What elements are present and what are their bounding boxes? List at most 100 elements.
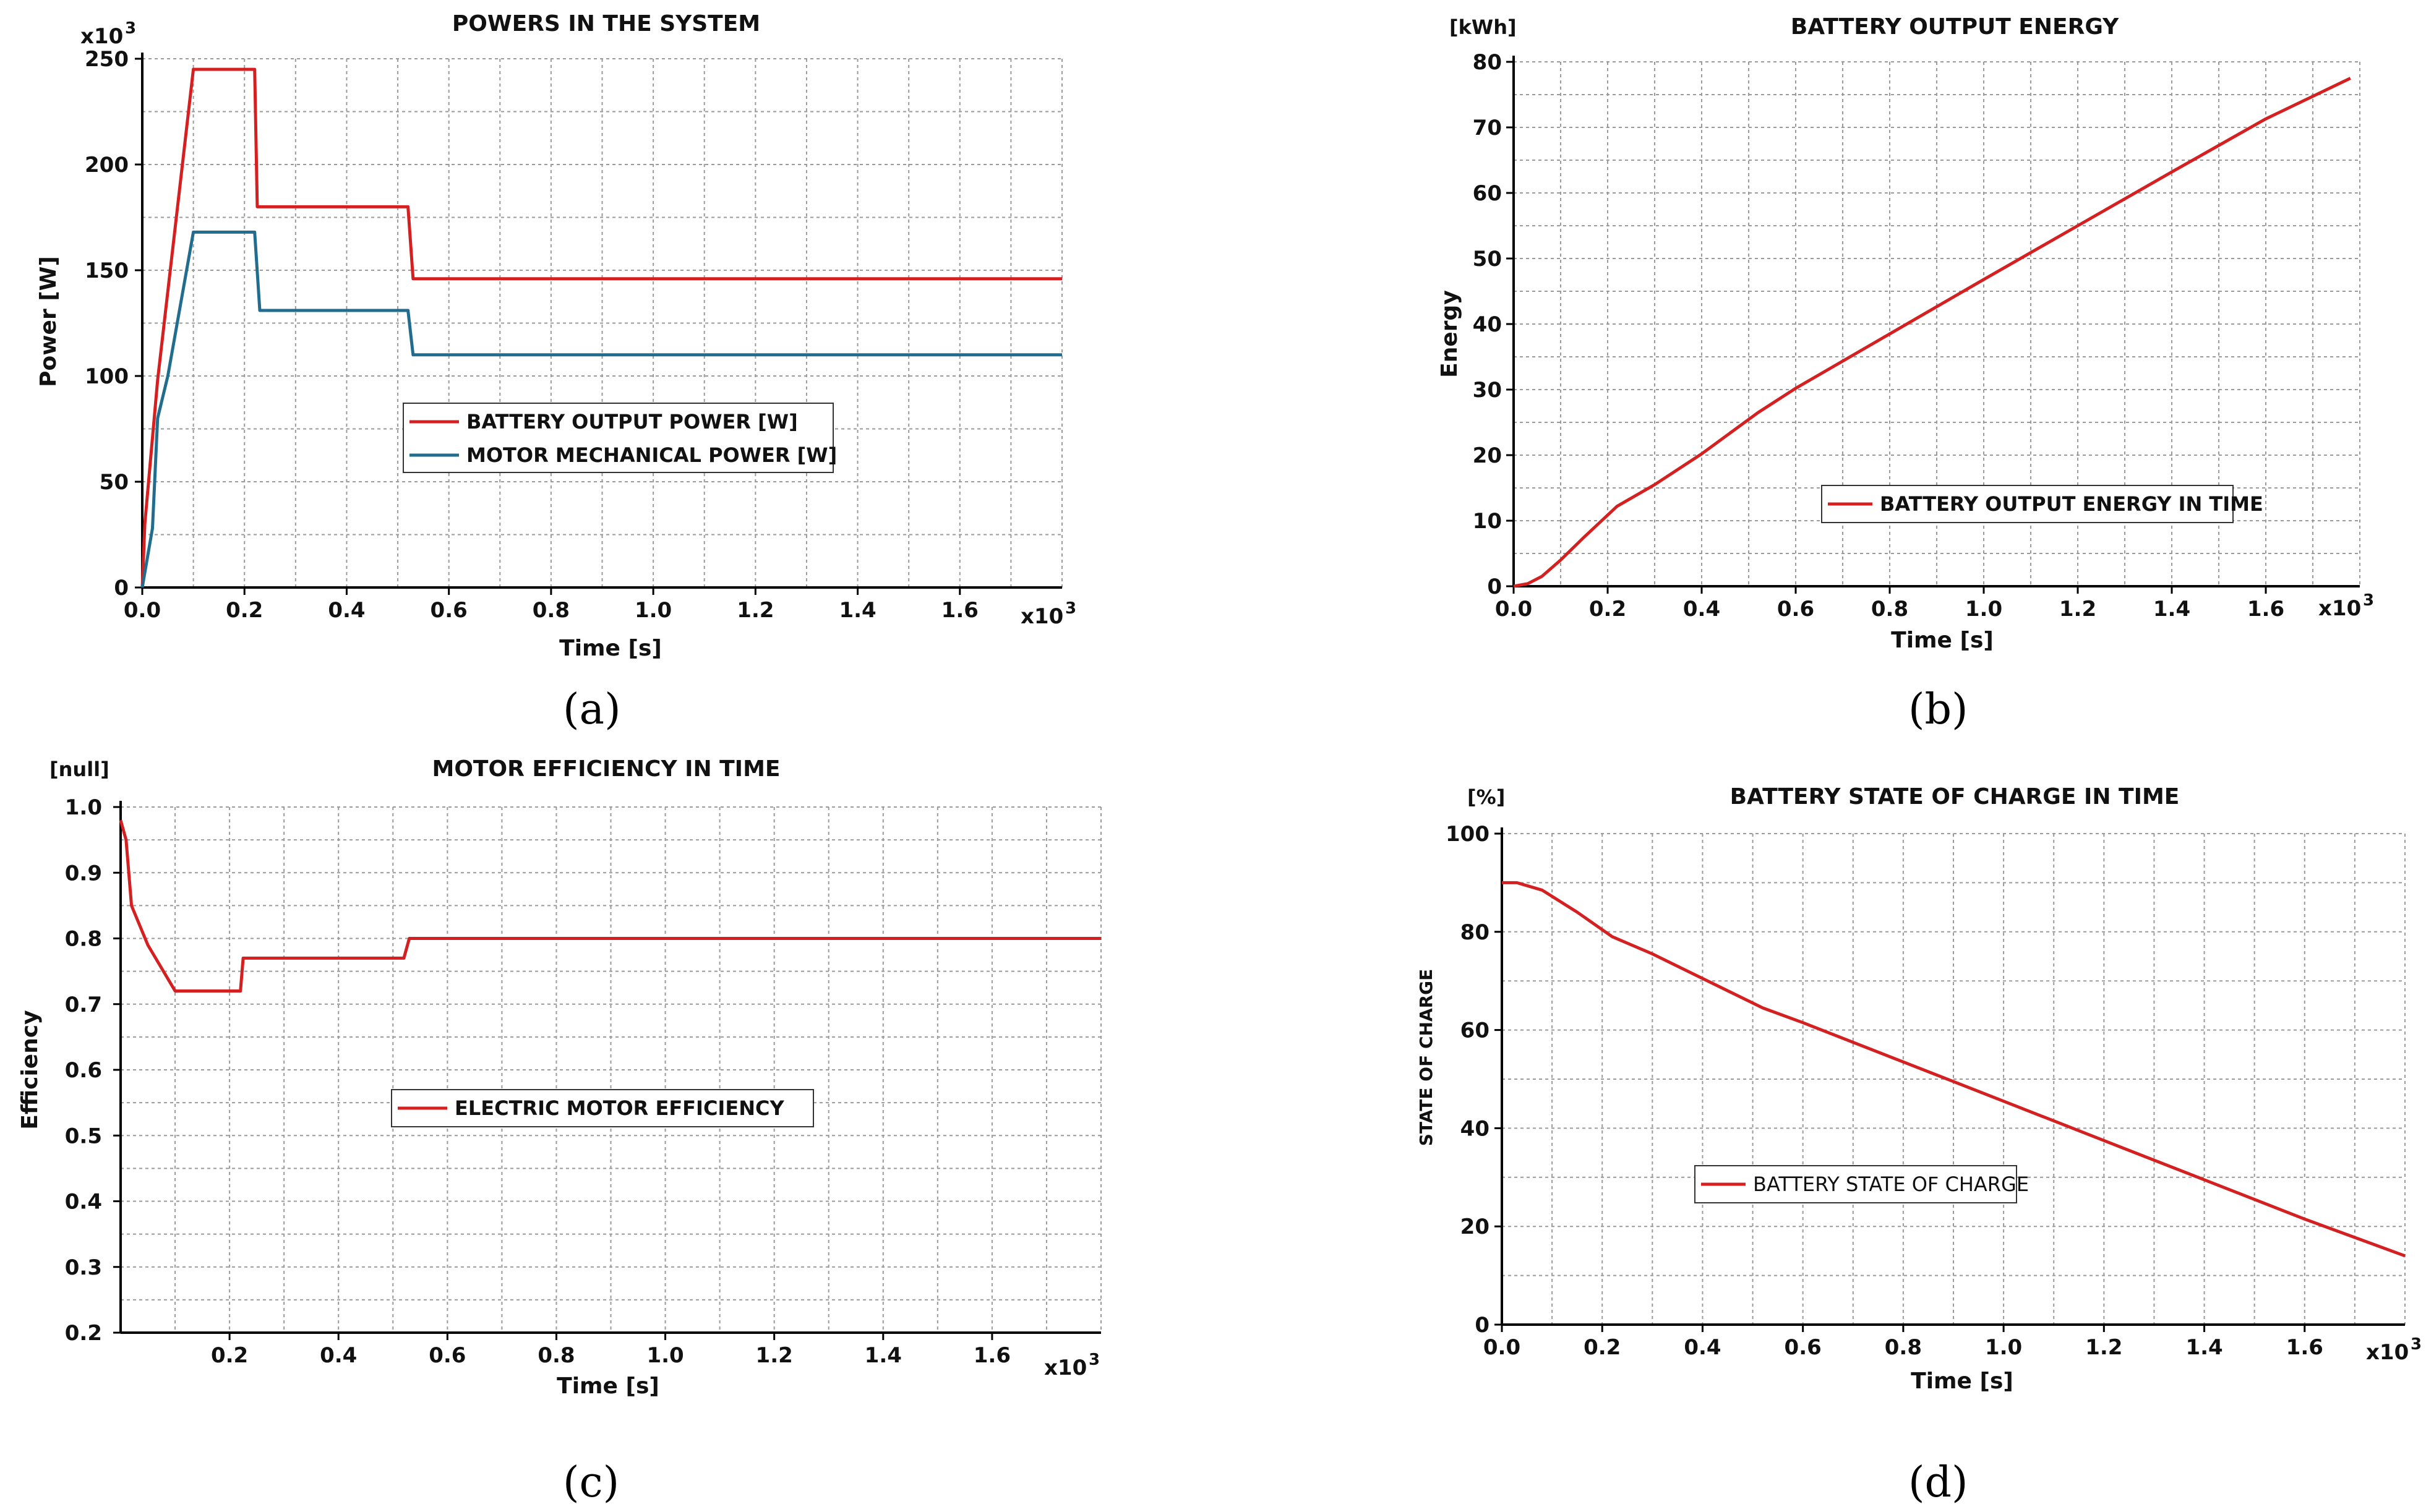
y-tick-label: 20	[1473, 443, 1502, 468]
y-axis-label: STATE OF CHARGE	[1416, 969, 1436, 1147]
x-tick-label: 0.4	[1684, 1335, 1721, 1360]
y-multiplier: x10	[80, 24, 123, 49]
x-tick-label: 0.8	[533, 598, 570, 623]
y-axis-label: Efficiency	[17, 1010, 43, 1129]
legend: BATTERY OUTPUT POWER [W] MOTOR MECHANICAL…	[403, 403, 837, 473]
x-multiplier: x10	[2318, 596, 2361, 621]
x-tick-label: 1.0	[635, 598, 672, 623]
y-tick-label: 80	[1460, 920, 1489, 945]
legend: ELECTRIC MOTOR EFFICIENCY	[391, 1089, 814, 1127]
x-multiplier: x10	[1044, 1356, 1087, 1380]
panel-label: (a)	[563, 685, 621, 734]
legend-entry: BATTERY OUTPUT POWER [W]	[466, 410, 798, 434]
x-tick-label: 0.0	[124, 598, 161, 623]
legend: BATTERY STATE OF CHARGE	[1694, 1165, 2029, 1203]
y-tick-label: 0	[114, 576, 129, 600]
y-tick-label: 10	[1473, 509, 1502, 534]
y-tick-label: 0.5	[65, 1124, 102, 1148]
x-tick-label: 1.0	[646, 1343, 684, 1368]
x-tick-label: 1.0	[1965, 597, 2002, 621]
x-tick-label: 1.2	[2059, 597, 2096, 621]
chart-title: BATTERY STATE OF CHARGE IN TIME	[1730, 784, 2180, 809]
y-tick-label: 0.8	[65, 927, 102, 952]
chart-panel-c: 0.2 0.3 0.4 0.5 0.6 0.7 0.8 0.9 1.0 0.2 0.4 0.6 0.8 1…	[17, 756, 1102, 1507]
y-tick-label: 60	[1473, 181, 1502, 206]
y-tick-label: 100	[1446, 822, 1489, 847]
y-tick-label: 100	[85, 364, 129, 389]
y-tick-label: 20	[1460, 1215, 1489, 1239]
y-tick-label: 1.0	[65, 795, 102, 820]
legend-entry: BATTERY STATE OF CHARGE	[1753, 1172, 2029, 1196]
x-axis-label: Time [s]	[1911, 1369, 2013, 1394]
x-tick-label: 1.6	[2286, 1335, 2323, 1360]
x-tick-label: 0.6	[431, 598, 468, 623]
y-tick-label: 0.9	[65, 861, 102, 886]
x-tick-label: 0.8	[1871, 597, 1908, 621]
chart-panel-a: 0 50 100 150 200 250 0.0 0.2 0.4 0.6 0.8 1.0 1.2 1.4 1…	[36, 11, 1076, 734]
legend-entry: MOTOR MECHANICAL POWER [W]	[466, 443, 837, 467]
legend-entry: BATTERY OUTPUT ENERGY IN TIME	[1880, 492, 2263, 516]
x-tick-label: 1.4	[839, 598, 876, 623]
y-tick-label: 200	[85, 153, 129, 177]
series-line-1	[140, 230, 1062, 588]
x-axis-label: Time [s]	[557, 1373, 659, 1399]
x-tick-label: 0.0	[1483, 1335, 1520, 1360]
x-tick-label: 0.6	[429, 1343, 466, 1368]
y-tick-label: 0.4	[65, 1190, 102, 1215]
x-tick-label: 0.8	[538, 1343, 575, 1368]
x-multiplier-exponent: 3	[2363, 591, 2374, 610]
panel-label: (d)	[1908, 1458, 1968, 1507]
y-axis-label: Power [W]	[36, 256, 61, 387]
y-multiplier-exponent: 3	[125, 19, 136, 38]
y-tick-label: 50	[100, 470, 129, 495]
x-axis-label: Time [s]	[559, 636, 662, 661]
y-tick-label: 0.6	[65, 1058, 102, 1083]
x-tick-label: 0.4	[328, 598, 365, 623]
x-tick-label: 1.2	[2085, 1335, 2122, 1360]
legend-entry: ELECTRIC MOTOR EFFICIENCY	[455, 1096, 784, 1120]
x-tick-label: 0.2	[226, 598, 263, 623]
chart-title: BATTERY OUTPUT ENERGY	[1791, 14, 2119, 40]
y-unit-label: [kWh]	[1449, 15, 1517, 39]
x-tick-label: 0.2	[1589, 597, 1626, 621]
y-tick-label: 30	[1473, 378, 1502, 403]
series-line-0	[1502, 881, 2406, 1258]
y-tick-label: 50	[1473, 247, 1502, 271]
y-tick-label: 0	[1487, 574, 1502, 599]
x-tick-label: 1.2	[737, 598, 774, 623]
x-tick-label: 0.6	[1785, 1335, 1822, 1360]
chart-panel-d: 0 20 40 60 80 100 0.0 0.2 0.4 0.6 0.8 1.0 1.2 1.4 1.6 B…	[1416, 784, 2422, 1507]
y-tick-label: 60	[1460, 1019, 1489, 1043]
y-axis-label: Energy	[1437, 290, 1462, 378]
y-tick-label: 0.2	[65, 1321, 102, 1346]
panel-label: (b)	[1908, 685, 1968, 734]
legend-box	[1694, 1165, 2017, 1203]
series-line-0	[1513, 77, 2351, 588]
y-tick-label: 40	[1473, 312, 1502, 337]
y-tick-label: 40	[1460, 1116, 1489, 1141]
chart-title: MOTOR EFFICIENCY IN TIME	[432, 756, 781, 782]
legend: BATTERY OUTPUT ENERGY IN TIME	[1821, 485, 2263, 523]
x-tick-label: 1.2	[756, 1343, 793, 1368]
legend-box	[391, 1089, 814, 1127]
x-axis-label: Time [s]	[1891, 628, 1994, 653]
y-tick-label: 0.7	[65, 993, 102, 1017]
y-tick-label: 0.3	[65, 1255, 102, 1280]
chart-title: POWERS IN THE SYSTEM	[452, 11, 760, 36]
x-tick-label: 1.0	[1985, 1335, 2022, 1360]
y-tick-label: 150	[85, 258, 129, 283]
panel-label: (c)	[563, 1458, 619, 1507]
x-tick-label: 1.6	[974, 1343, 1011, 1368]
y-tick-label: 70	[1473, 116, 1502, 140]
y-unit-label: [null]	[49, 758, 109, 781]
x-tick-label: 0.6	[1777, 597, 1814, 621]
x-multiplier: x10	[2366, 1340, 2409, 1365]
x-tick-label: 0.4	[1683, 597, 1720, 621]
y-tick-label: 0	[1475, 1313, 1489, 1338]
y-unit-label: [%]	[1467, 785, 1505, 809]
x-tick-label: 0.2	[1584, 1335, 1621, 1360]
legend-box	[403, 403, 834, 473]
x-multiplier-exponent: 3	[1065, 599, 1076, 618]
y-tick-label: 250	[85, 47, 129, 72]
